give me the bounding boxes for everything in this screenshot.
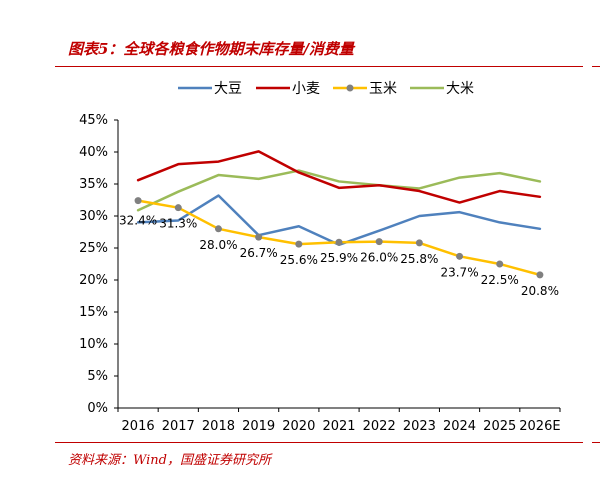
y-tick-label: 40% bbox=[79, 145, 108, 160]
series-line-3 bbox=[136, 169, 542, 212]
x-tick-label: 2019 bbox=[242, 419, 275, 434]
corn-data-label: 31.3% bbox=[159, 217, 197, 231]
legend-marker bbox=[346, 84, 354, 92]
corn-point bbox=[255, 233, 263, 241]
x-tick-label: 2016 bbox=[122, 419, 155, 434]
corn-data-label: 26.7% bbox=[240, 246, 278, 260]
y-tick-label: 0% bbox=[87, 401, 108, 416]
x-tick-label: 2025 bbox=[483, 419, 516, 434]
corn-data-label: 20.8% bbox=[521, 284, 559, 298]
corn-data-label: 22.5% bbox=[481, 273, 519, 287]
legend-label: 玉米 bbox=[369, 81, 397, 97]
corn-data-label: 32.4% bbox=[119, 214, 157, 228]
legend-label: 大米 bbox=[446, 81, 474, 97]
corn-point bbox=[375, 238, 383, 246]
corn-point bbox=[134, 197, 142, 205]
corn-data-label: 23.7% bbox=[440, 265, 478, 279]
source-note: 资料来源：Wind，国盛证券研究所 bbox=[68, 453, 271, 468]
y-tick-label: 30% bbox=[79, 209, 108, 224]
x-tick-label: 2023 bbox=[403, 419, 436, 434]
top-right-mark bbox=[592, 66, 600, 67]
y-tick-label: 20% bbox=[79, 273, 108, 288]
legend-label: 小麦 bbox=[292, 81, 320, 97]
x-tick-label: 2018 bbox=[202, 419, 235, 434]
corn-data-label: 26.0% bbox=[360, 251, 398, 265]
x-tick-label: 2017 bbox=[162, 419, 195, 434]
bottom-rule bbox=[55, 442, 583, 443]
corn-point bbox=[174, 204, 182, 212]
series-line-0 bbox=[136, 194, 542, 247]
x-tick-label: 2020 bbox=[282, 419, 315, 434]
top-rule bbox=[55, 66, 583, 67]
corn-data-label: 28.0% bbox=[199, 238, 237, 252]
y-tick-label: 15% bbox=[79, 305, 108, 320]
x-tick-label: 2022 bbox=[363, 419, 396, 434]
y-tick-label: 35% bbox=[79, 177, 108, 192]
y-tick-label: 45% bbox=[79, 113, 108, 128]
corn-data-label: 25.9% bbox=[320, 251, 358, 265]
corn-point bbox=[335, 238, 343, 246]
corn-data-label: 25.6% bbox=[280, 253, 318, 267]
x-tick-label: 2024 bbox=[443, 419, 476, 434]
y-tick-label: 5% bbox=[87, 369, 108, 384]
corn-point bbox=[496, 260, 504, 268]
corn-point bbox=[214, 225, 222, 233]
x-tick-label: 2021 bbox=[322, 419, 355, 434]
y-tick-label: 25% bbox=[79, 241, 108, 256]
corn-point bbox=[415, 239, 423, 247]
legend-label: 大豆 bbox=[214, 81, 242, 97]
figure-title: 图表5：全球各粮食作物期末库存量/消费量 bbox=[68, 40, 354, 58]
corn-point bbox=[456, 252, 464, 260]
x-tick-label: 2026E bbox=[519, 419, 560, 434]
series-line-1 bbox=[136, 150, 542, 204]
y-tick-label: 10% bbox=[79, 337, 108, 352]
corn-point bbox=[536, 271, 544, 279]
bottom-right-mark bbox=[592, 442, 600, 443]
corn-data-label: 25.8% bbox=[400, 252, 438, 266]
corn-point bbox=[295, 240, 303, 248]
